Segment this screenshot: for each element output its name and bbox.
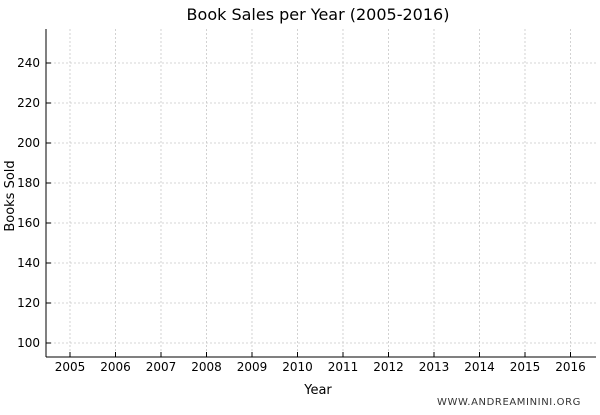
x-tick-label: 2016 [555, 360, 586, 374]
axes [45, 29, 596, 358]
x-axis-label: Year [303, 383, 332, 398]
y-axis-label: Books Sold [3, 160, 18, 231]
x-tick-label: 2008 [191, 360, 222, 374]
x-tick-label: 2010 [282, 360, 313, 374]
y-tick-label: 200 [17, 136, 40, 150]
x-tick-label: 2013 [419, 360, 450, 374]
x-tick-label: 2006 [100, 360, 131, 374]
chart-title: Book Sales per Year (2005-2016) [187, 5, 450, 24]
y-tick-label: 160 [17, 216, 40, 230]
y-tick-label: 120 [17, 296, 40, 310]
ticks: 100 120 140 160 180 200 220 240 2005 2006 2007 2008… [17, 56, 586, 374]
y-tick-label: 180 [17, 176, 40, 190]
x-tick-label: 2007 [146, 360, 177, 374]
y-tick-label: 140 [17, 256, 40, 270]
x-tick-label: 2015 [510, 360, 541, 374]
x-tick-label: 2005 [55, 360, 86, 374]
y-tick-label: 100 [17, 336, 40, 350]
x-tick-label: 2014 [464, 360, 495, 374]
x-tick-label: 2011 [328, 360, 359, 374]
grid [46, 29, 596, 357]
y-tick-label: 240 [17, 56, 40, 70]
x-tick-label: 2012 [373, 360, 404, 374]
watermark: WWW.ANDREAMININI.ORG [437, 397, 581, 408]
y-tick-label: 220 [17, 96, 40, 110]
x-tick-label: 2009 [237, 360, 268, 374]
